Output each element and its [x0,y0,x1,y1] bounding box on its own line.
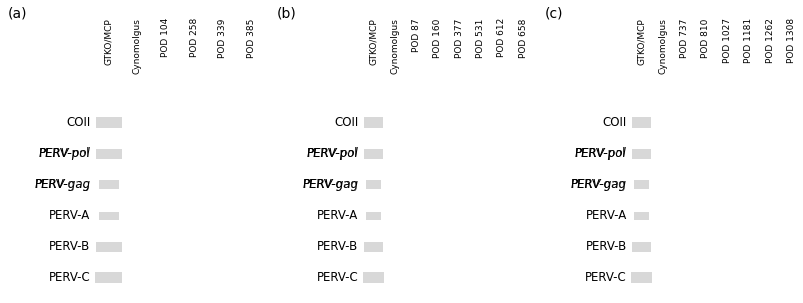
Text: POD 531: POD 531 [475,18,484,58]
Text: gag: gag [68,178,90,191]
Text: pol: pol [608,147,626,160]
Bar [634,180,648,189]
Text: Cynomolgus: Cynomolgus [389,18,399,74]
Text: COII: COII [602,116,626,129]
Text: COII: COII [334,116,358,129]
Text: gag: gag [604,178,626,191]
Text: PERV-B: PERV-B [317,240,358,253]
Text: PERV-A: PERV-A [585,209,626,222]
Text: POD 1181: POD 1181 [744,18,752,63]
Bar [363,148,382,159]
Text: PERV-pol: PERV-pol [574,147,626,160]
Bar [363,117,382,128]
Text: pol: pol [72,147,90,160]
Bar [630,272,651,284]
Text: PERV-gag: PERV-gag [35,178,90,191]
Bar [365,211,381,220]
Text: POD 612: POD 612 [497,18,506,58]
Text: POD 1027: POD 1027 [722,18,731,63]
Text: PERV-gag: PERV-gag [303,178,358,191]
Text: (b): (b) [276,6,296,20]
Text: gag: gag [336,178,358,191]
Bar [631,117,650,128]
Text: PERV-pol: PERV-pol [307,147,358,160]
Text: COII: COII [66,116,90,129]
Text: PERV-pol: PERV-pol [39,147,90,160]
Text: PERV-A: PERV-A [317,209,358,222]
Bar [95,272,122,284]
Text: PERV-gag: PERV-gag [35,178,90,191]
Text: POD 104: POD 104 [161,18,170,58]
Text: PERV-pol: PERV-pol [307,147,358,160]
Text: PERV-pol: PERV-pol [39,147,90,160]
Text: GTKO/MCP: GTKO/MCP [369,18,377,65]
Text: PERV-gag: PERV-gag [570,178,626,191]
Bar [99,211,119,220]
Text: PERV-B: PERV-B [49,240,90,253]
Text: (c): (c) [544,6,562,20]
Text: POD 737: POD 737 [679,18,688,58]
Text: PERV-pol: PERV-pol [575,147,626,160]
Text: POD 658: POD 658 [518,18,528,58]
Text: pol: pol [340,147,358,160]
Bar [96,117,121,128]
Text: PERV-C: PERV-C [585,271,626,284]
Bar [631,148,650,159]
Text: POD 377: POD 377 [454,18,463,58]
Text: PERV-gag: PERV-gag [302,178,358,191]
Text: POD 1262: POD 1262 [764,18,774,63]
Bar [96,148,121,159]
Text: POD 1308: POD 1308 [786,18,795,63]
Text: PERV-gag: PERV-gag [570,178,626,191]
Text: Cynomolgus: Cynomolgus [132,18,141,74]
Bar [363,272,383,284]
Text: (a): (a) [8,6,27,20]
Text: PERV-C: PERV-C [48,271,90,284]
Text: POD 87: POD 87 [411,18,420,52]
Bar [631,241,650,252]
Text: PERV-B: PERV-B [585,240,626,253]
Bar [99,180,119,189]
Bar [365,180,381,189]
Text: POD 810: POD 810 [700,18,710,58]
Bar [363,241,382,252]
Text: PERV-A: PERV-A [49,209,90,222]
Bar [96,241,121,252]
Text: GTKO/MCP: GTKO/MCP [104,18,113,65]
Text: POD 385: POD 385 [247,18,255,58]
Text: GTKO/MCP: GTKO/MCP [636,18,646,65]
Text: POD 339: POD 339 [218,18,227,58]
Text: PERV-C: PERV-C [316,271,358,284]
Bar [634,211,648,220]
Text: Cynomolgus: Cynomolgus [658,18,666,74]
Text: POD 258: POD 258 [190,18,198,58]
Text: POD 160: POD 160 [433,18,442,58]
